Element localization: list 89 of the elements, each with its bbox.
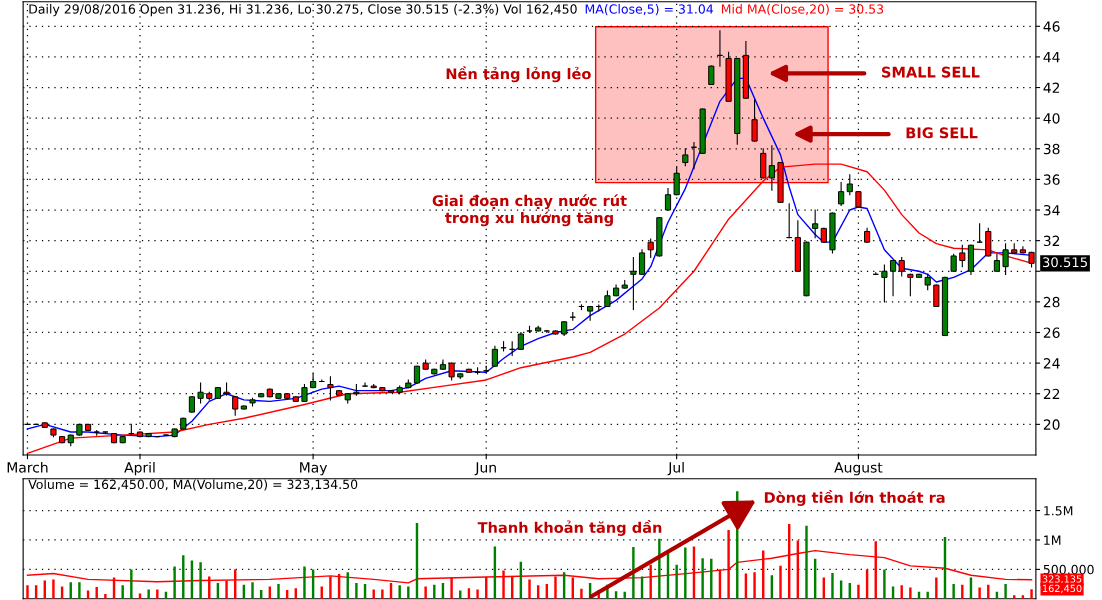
y-tick-label: 500,000 [1043, 564, 1094, 576]
candlestick [439, 359, 447, 370]
candlestick [232, 396, 239, 416]
y-tick-label: 24 [1043, 358, 1060, 369]
bar [632, 547, 635, 599]
candlestick [708, 65, 715, 86]
candlestick [197, 382, 204, 404]
bar [398, 585, 401, 599]
bar [580, 588, 583, 599]
bar [805, 525, 808, 599]
y-tick-label: 1M [1044, 535, 1061, 545]
annotation: Nền tảng lỏng lẻo [446, 66, 591, 83]
text: 30.515 [1042, 257, 1087, 268]
bar [831, 572, 834, 599]
bar [476, 589, 479, 599]
bar [372, 589, 375, 599]
bar [156, 589, 159, 599]
x-tick-label: April [124, 461, 155, 476]
candlestick [361, 382, 369, 387]
x-tick-label: Jul [667, 461, 684, 476]
candlestick [838, 181, 845, 206]
bar [251, 582, 254, 599]
bar [926, 591, 929, 599]
bar [121, 585, 124, 599]
text: 162,450 [1043, 584, 1082, 594]
y-tick-label: 42 [1043, 82, 1060, 93]
bar [78, 582, 81, 599]
x-tick-label: August [834, 462, 883, 476]
bar [952, 584, 955, 599]
text: MA(Close,5) = 31.04 [585, 4, 714, 16]
x-tick-label: Jun [474, 462, 496, 476]
bar [701, 558, 704, 599]
bar [658, 538, 661, 599]
y-tick-label: 40 [1043, 113, 1060, 124]
y-tick-label: 34 [1043, 204, 1060, 216]
annotation: Giai đoạn chạy nước rút trong xu hướng tăng [432, 194, 627, 227]
candlestick [812, 209, 819, 239]
bar [528, 579, 531, 599]
bar [433, 584, 436, 599]
bar [1004, 584, 1007, 599]
y-tick-label: 38 [1043, 143, 1060, 155]
bar [935, 577, 938, 599]
annotation: Dòng tiền lớn thoát ra [764, 490, 945, 506]
annotation: SMALL SELL [881, 66, 980, 78]
candlestick [907, 273, 914, 297]
bar [407, 586, 410, 599]
text: Mid MA(Close,20) = 30.53 [721, 4, 884, 16]
bar [961, 584, 964, 599]
bar [684, 547, 687, 599]
bar [909, 587, 912, 599]
candlestick [638, 249, 646, 275]
bar [130, 569, 133, 599]
y-tick-label: 20 [1043, 419, 1060, 430]
y-tick-label: 26 [1043, 327, 1060, 338]
bar [675, 564, 678, 599]
bar [277, 584, 280, 599]
bar [355, 582, 358, 599]
bar [753, 572, 756, 599]
bar [303, 566, 306, 599]
y-tick-label: 22 [1043, 388, 1060, 400]
text: 323,135 [1042, 575, 1082, 584]
y-tick-label: 1.5M [1044, 506, 1073, 516]
x-tick-label: March [7, 461, 48, 473]
chart-title: Daily 29/08/2016 Open 31.236, Hi 31.236, Lo 30.275, Close 30.515 (-2.3%) Vol 162,450 [29, 4, 577, 17]
bar [857, 584, 860, 599]
chart-title: Volume = 162,450.00, MA(Volume,20) = 323,134.50 [28, 479, 358, 491]
annotation: BIG SELL [906, 127, 978, 139]
candlestick [587, 305, 594, 321]
candlestick [310, 373, 317, 389]
bar [173, 566, 176, 599]
annotation: Thanh khoản tăng dần [477, 520, 662, 536]
bar [1030, 589, 1033, 599]
bar [104, 594, 107, 599]
bar [199, 562, 202, 599]
y-tick-label: 36 [1043, 174, 1060, 185]
bar [883, 569, 886, 599]
bar [978, 587, 981, 599]
y-tick-label: 44 [1043, 52, 1060, 63]
y-tick-label: 28 [1043, 296, 1060, 308]
y-tick-label: 32 [1043, 235, 1060, 247]
candlestick [959, 244, 966, 268]
bar [52, 579, 55, 599]
bar [26, 585, 29, 599]
bar [381, 589, 384, 599]
x-tick-label: May [300, 462, 328, 476]
bar [424, 586, 427, 599]
bar [147, 589, 150, 599]
y-tick-label: 46 [1043, 21, 1060, 32]
bar [779, 565, 782, 599]
